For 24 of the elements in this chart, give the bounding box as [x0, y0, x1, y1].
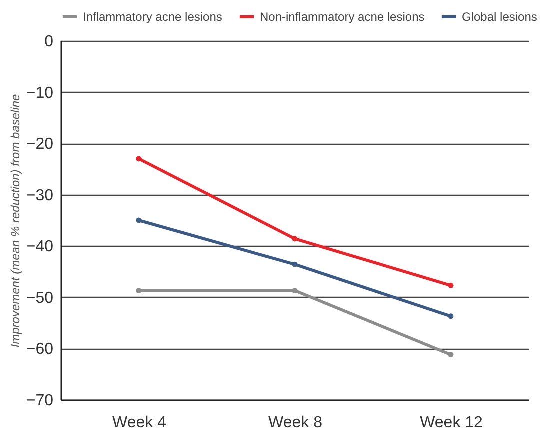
y-tick-label: −20 [26, 136, 54, 154]
y-tick-label: −10 [26, 84, 54, 102]
y-tick-label: −30 [26, 187, 54, 204]
point [136, 218, 142, 224]
point [292, 236, 298, 242]
y-tick-label: −40 [26, 238, 54, 256]
point [292, 288, 298, 294]
x-tick-label: Week 8 [268, 414, 323, 432]
point [448, 314, 454, 320]
y-axis-title: Improvement (mean % reduction) from baseline [8, 94, 22, 348]
y-tick-label: 0 [44, 34, 54, 50]
point [448, 282, 454, 288]
legend-label: Non-inflammatory acne lesions [260, 10, 425, 24]
point [292, 262, 298, 268]
point [136, 288, 142, 294]
point [448, 352, 454, 358]
point [136, 156, 142, 162]
legend-label: Inflammatory acne lesions [83, 10, 222, 24]
y-tick-label: −50 [26, 290, 54, 307]
y-tick-label: −60 [26, 341, 54, 358]
x-tick-label: Week 12 [420, 414, 484, 432]
legend-label: Global lesions [462, 10, 538, 24]
y-tick-label: −70 [26, 392, 54, 410]
x-tick-label: Week 4 [112, 414, 167, 432]
